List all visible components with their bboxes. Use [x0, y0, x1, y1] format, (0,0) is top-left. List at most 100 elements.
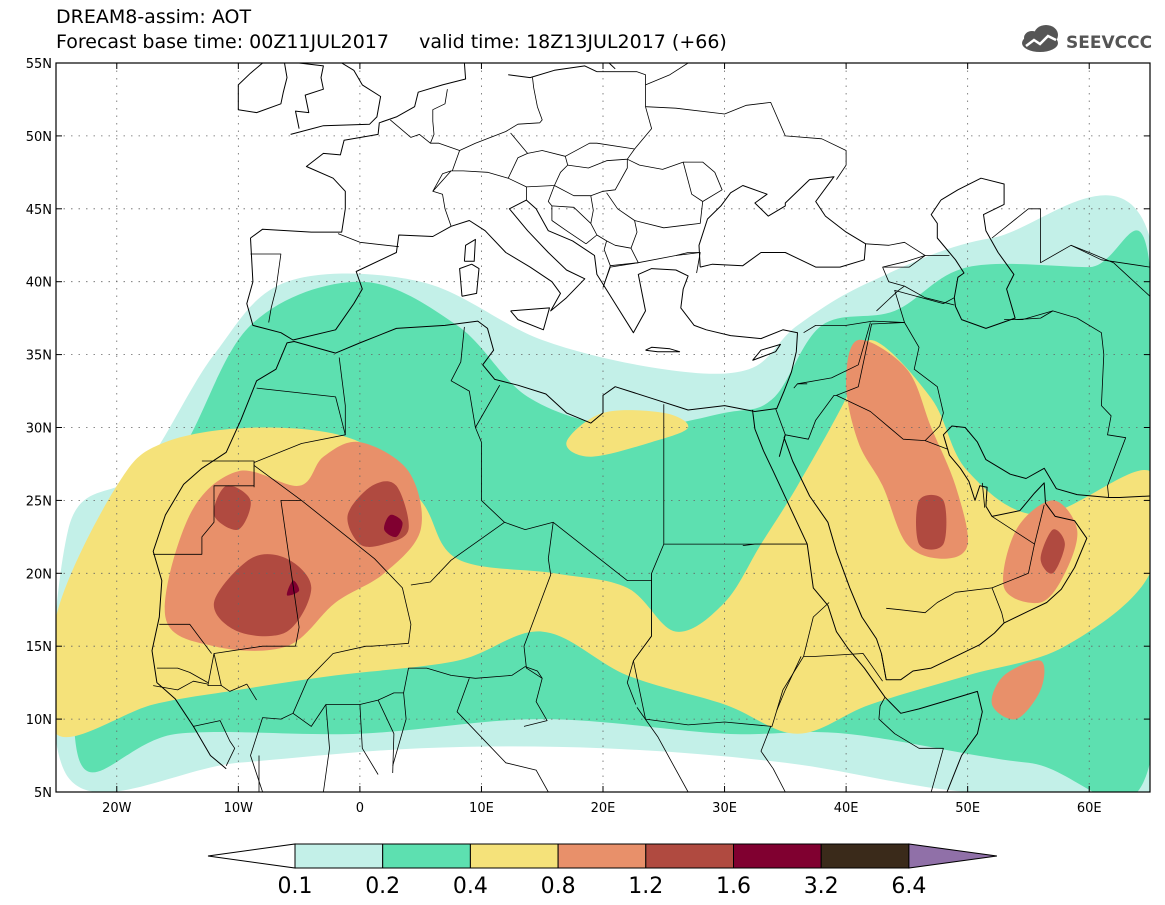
country-border [1004, 310, 1127, 498]
lat-label: 55N [26, 57, 52, 72]
lat-label: 10N [26, 713, 52, 728]
coastline [698, 176, 867, 268]
coastline [508, 65, 598, 79]
aot-region-level-4 [1003, 500, 1078, 604]
country-border [430, 89, 448, 144]
country-border [301, 500, 412, 647]
country-border [636, 707, 689, 792]
country-border [567, 148, 635, 169]
aot-region-level-5 [213, 554, 312, 637]
country-border [156, 667, 209, 683]
coastline [510, 307, 550, 331]
country-border [775, 408, 786, 435]
colorbar-label: 0.1 [278, 874, 313, 899]
country-border [507, 150, 569, 179]
map-title: DREAM8-assim: AOT [56, 6, 252, 28]
coastline [250, 63, 467, 239]
lat-label: 50N [26, 130, 52, 145]
country-border [645, 102, 847, 180]
aot-region-level-5 [213, 485, 251, 530]
country-border [392, 692, 407, 766]
country-border [523, 522, 554, 727]
country-border [881, 653, 887, 680]
country-border [337, 233, 399, 248]
country-border [510, 132, 528, 154]
colorbar-box [820, 843, 910, 869]
coastline [645, 346, 681, 353]
country-border [904, 285, 955, 306]
country-border [159, 623, 212, 654]
country-border [193, 720, 236, 766]
lon-label: 60E [1077, 801, 1102, 816]
coastline [752, 409, 756, 430]
aot-region-level-5 [1040, 529, 1065, 574]
country-border [323, 704, 330, 792]
lon-label: 10E [469, 801, 494, 816]
colorbar-label: 0.2 [365, 874, 400, 899]
country-border [803, 320, 905, 334]
country-border [876, 266, 905, 312]
colorbar-label: 3.2 [804, 874, 839, 899]
lat-label: 40N [26, 276, 52, 291]
country-border [207, 653, 257, 701]
country-border [682, 161, 703, 202]
country-border [250, 666, 543, 792]
colorbar-label: 1.6 [716, 874, 751, 899]
coastline [778, 425, 1150, 681]
colorbar-box [382, 843, 471, 869]
lat-label: 25N [26, 494, 52, 509]
lon-label: 40E [834, 801, 859, 816]
country-border [338, 357, 346, 435]
country-border [390, 119, 460, 151]
coastline [463, 238, 476, 262]
country-border [554, 159, 628, 197]
country-border [432, 170, 527, 227]
coastline [459, 263, 480, 297]
lon-label: 0 [356, 801, 364, 816]
colorbar-label: 6.4 [891, 874, 926, 899]
country-border [1015, 310, 1054, 320]
lat-label: 20N [26, 567, 52, 582]
country-border [153, 460, 255, 555]
aot-region-level-4 [991, 660, 1045, 720]
country-border [803, 653, 883, 682]
country-border [292, 645, 372, 714]
country-border [894, 290, 955, 323]
country-border [981, 482, 986, 508]
country-border [1070, 244, 1150, 268]
country-border [675, 252, 701, 256]
country-border [456, 678, 549, 792]
country-border [886, 587, 993, 614]
country-border [742, 543, 808, 546]
country-border [432, 170, 452, 192]
country-border [776, 656, 802, 711]
country-border [882, 255, 950, 268]
country-border [551, 205, 592, 245]
lon-label: 20E [591, 801, 616, 816]
lon-label: 30E [712, 801, 737, 816]
country-border [627, 158, 723, 202]
colorbar-box [733, 843, 822, 869]
country-border [991, 516, 1035, 623]
country-border [250, 253, 282, 323]
colorbar-upper-triangle [908, 843, 997, 869]
graticule [56, 63, 1150, 792]
coastline [608, 63, 616, 70]
country-border [797, 322, 871, 385]
country-border [213, 465, 302, 686]
colorbar-lower-triangle [207, 843, 296, 869]
country-border [526, 164, 568, 188]
country-border [606, 192, 635, 221]
colorbar-label: 0.4 [453, 874, 488, 899]
coastline [237, 63, 288, 114]
country-border [359, 704, 379, 775]
lon-label: 50E [955, 801, 980, 816]
coastline [290, 63, 382, 135]
colorbar-label: 0.8 [541, 874, 576, 899]
longitude-labels: 20W 10W 0 10E 20E 30E 40E 50E 60E [102, 63, 1102, 816]
aot-region-level-6 [384, 514, 403, 538]
coastline [930, 177, 1016, 329]
lat-label: 15N [26, 640, 52, 655]
